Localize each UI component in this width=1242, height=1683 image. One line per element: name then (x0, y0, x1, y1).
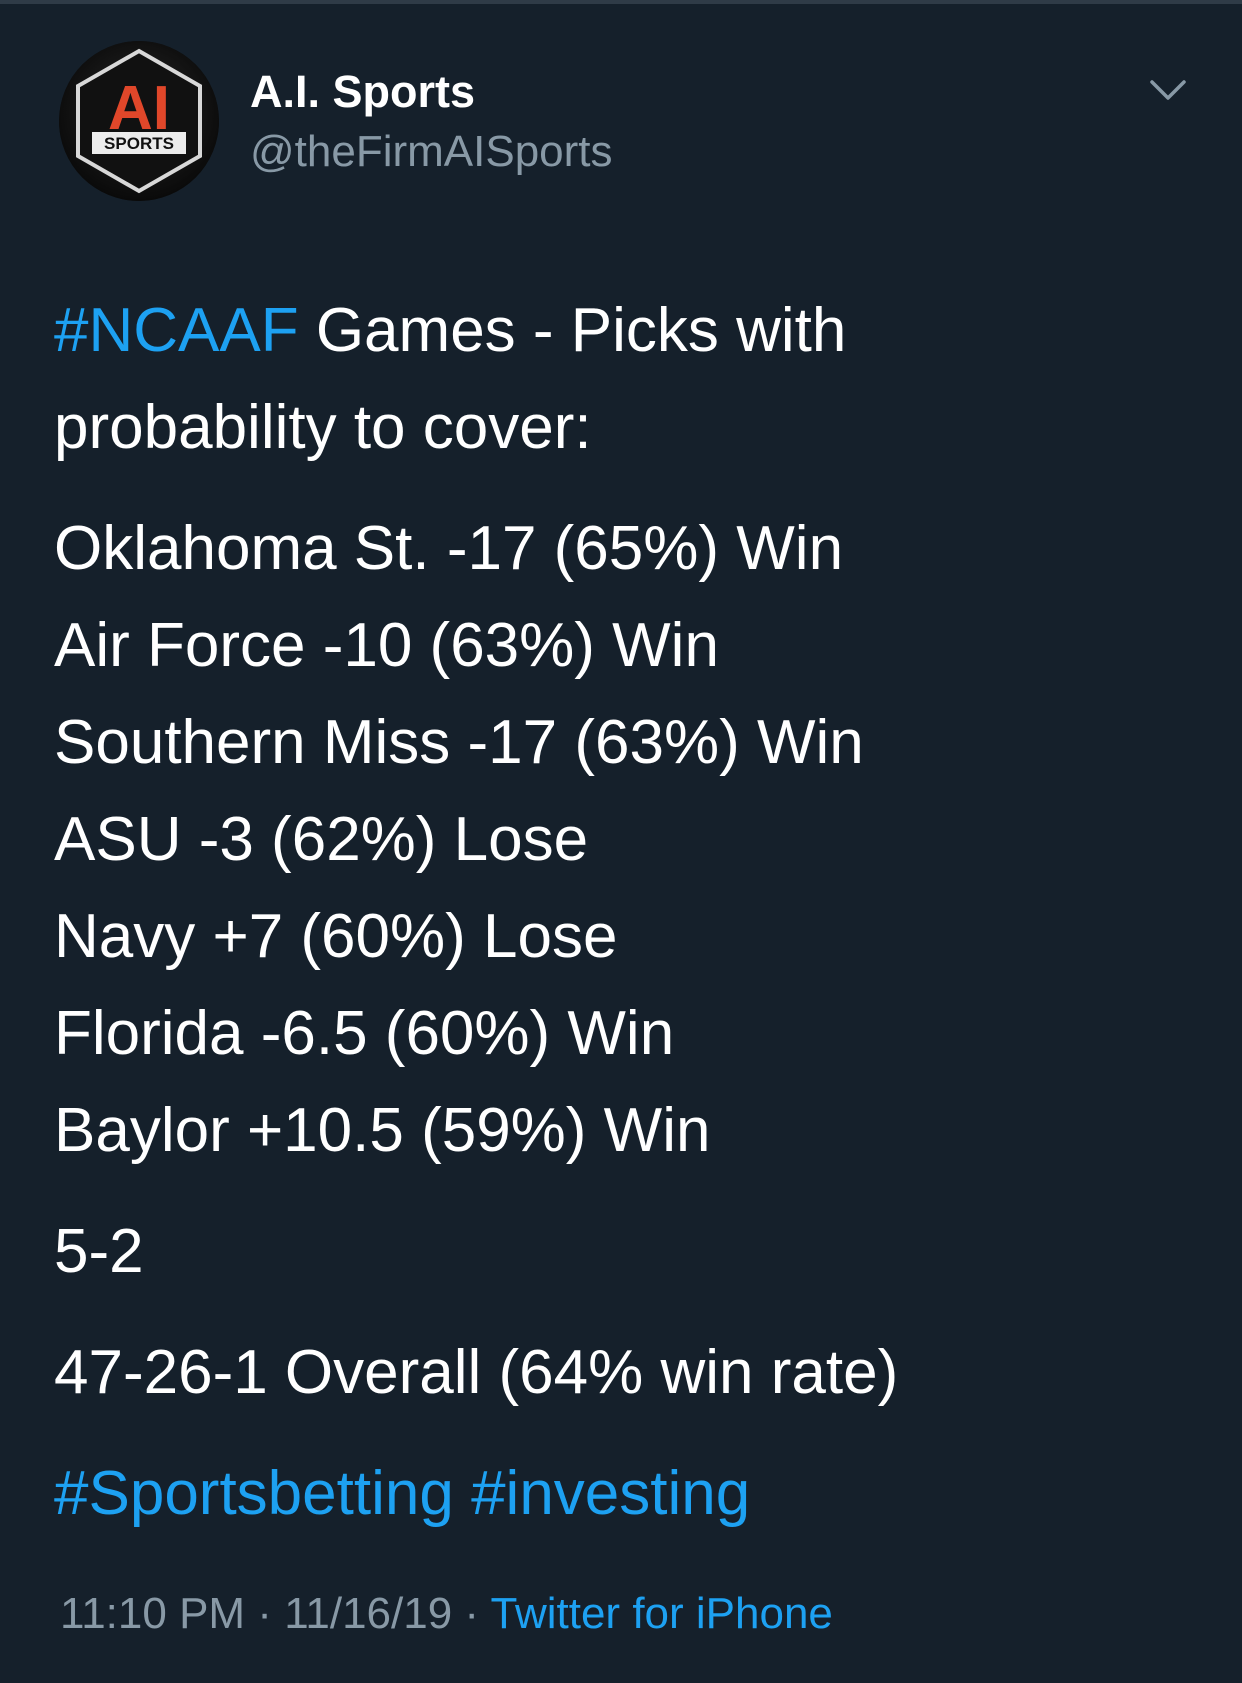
tweet-header: AI SPORTS A.I. Sports @theFirmAISports (0, 0, 1242, 220)
pick-item: Oklahoma St. -17 (65%) Win (54, 514, 844, 583)
tweet-source-link[interactable]: Twitter for iPhone (490, 1589, 833, 1638)
hashtag-link[interactable]: #investing (471, 1459, 751, 1528)
hashtag-link[interactable]: #NCAAF (54, 296, 299, 365)
hashtag-line: #Sportsbetting #investing (54, 1445, 1204, 1542)
pick-item: ASU -3 (62%) Lose (54, 805, 589, 874)
user-handle[interactable]: @theFirmAISports (250, 127, 613, 176)
chevron-down-icon[interactable] (1148, 76, 1188, 106)
top-divider (0, 0, 1242, 4)
pick-item: Navy +7 (60%) Lose (54, 902, 618, 971)
ai-sports-logo: AI SPORTS (59, 41, 219, 201)
record-text: 5-2 (54, 1217, 144, 1286)
tweet-meta: 11:10 PM · 11/16/19 · Twitter for iPhone (60, 1584, 833, 1644)
tweet-time[interactable]: 11:10 PM (60, 1589, 246, 1638)
meta-separator: · (452, 1589, 491, 1638)
logo-main-text: AI (108, 74, 170, 143)
tweet-intro-line-2: probability to cover: (54, 393, 592, 462)
pick-item: Southern Miss -17 (63%) Win (54, 708, 864, 777)
logo-sub-text: SPORTS (104, 134, 174, 153)
pick-item: Florida -6.5 (60%) Win (54, 999, 675, 1068)
hashtag-link[interactable]: #Sportsbetting (54, 1459, 454, 1528)
display-name[interactable]: A.I. Sports (250, 66, 476, 117)
tweet-body: #NCAAF Games - Picks with probability to… (54, 282, 1204, 1542)
tweet-date[interactable]: 11/16/19 (284, 1589, 453, 1638)
intro-text: Games - Picks with (298, 296, 847, 365)
pick-item: Air Force -10 (63%) Win (54, 611, 719, 680)
avatar[interactable]: AI SPORTS (59, 41, 219, 201)
tweet-intro-line-1: #NCAAF Games - Picks with (54, 282, 1204, 379)
pick-item: Baylor +10.5 (59%) Win (54, 1096, 711, 1165)
overall-record-text: 47-26-1 Overall (64% win rate) (54, 1338, 899, 1407)
meta-separator: · (245, 1589, 285, 1638)
